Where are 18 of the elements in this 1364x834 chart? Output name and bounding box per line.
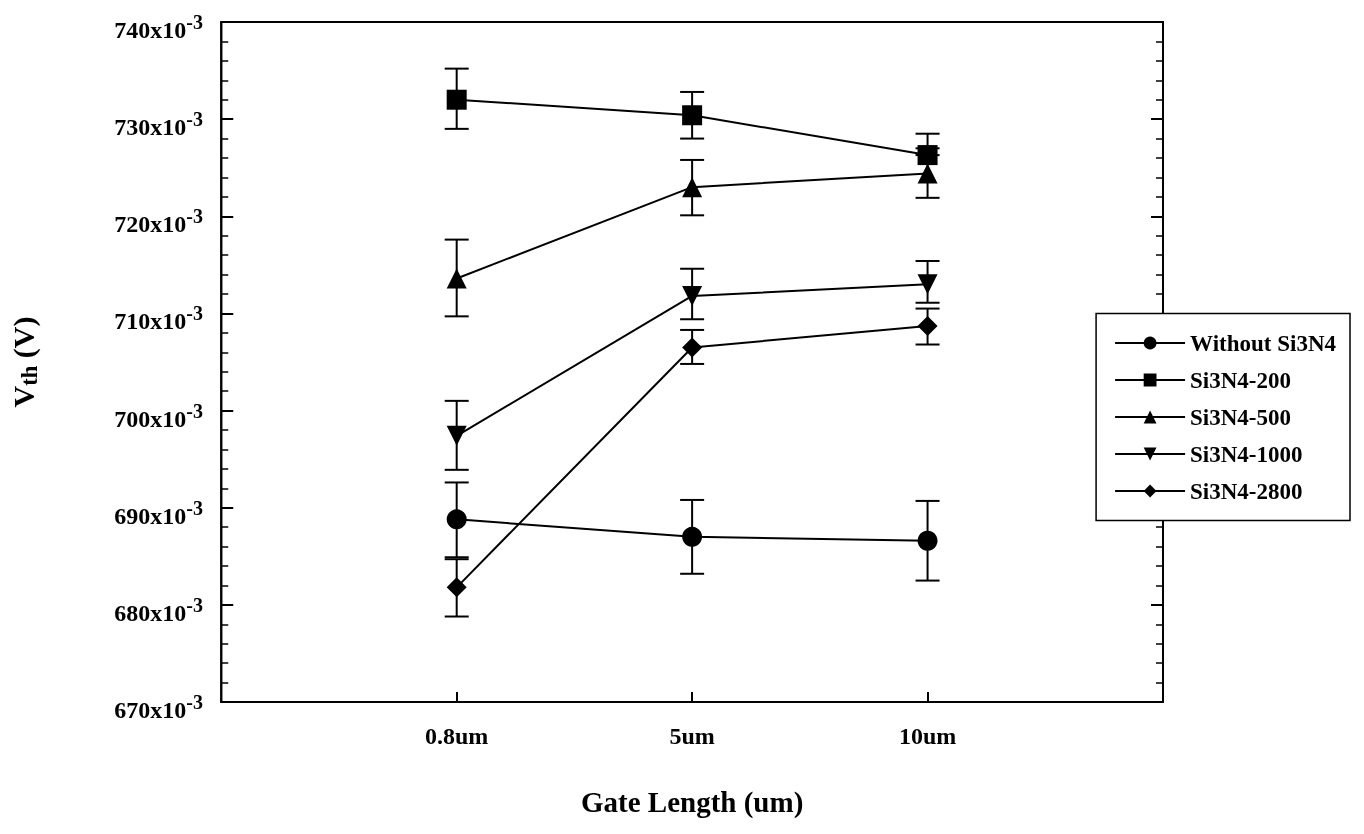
x-tick-label: 5um <box>669 723 715 749</box>
legend-label: Without Si3N4 <box>1190 330 1337 356</box>
y-tick-label: 710x10$^{-3}$ <box>114 301 203 335</box>
x-axis-title: Gate Length (um) <box>580 785 804 819</box>
legend-label: Si3N4-1000 <box>1190 441 1303 467</box>
y-tick-label: 700x10$^{-3}$ <box>114 398 203 432</box>
y-tick-label: 690x10$^{-3}$ <box>114 495 203 529</box>
y-axis-title: Vth (V) <box>6 316 43 408</box>
x-tick-label: 0.8um <box>425 723 489 749</box>
legend-label: Si3N4-2800 <box>1190 478 1303 504</box>
y-tick-label: 670x10$^{-3}$ <box>114 690 203 723</box>
y-tick-label: 720x10$^{-3}$ <box>114 204 203 238</box>
y-tick-label: 740x10$^{-3}$ <box>114 10 203 43</box>
y-tick-label: 680x10$^{-3}$ <box>114 592 203 626</box>
y-tick-label: 730x10$^{-3}$ <box>114 107 203 141</box>
legend-label: Si3N4-200 <box>1190 367 1292 393</box>
legend-label: Si3N4-500 <box>1190 404 1292 430</box>
x-tick-label: 10um <box>898 723 957 749</box>
